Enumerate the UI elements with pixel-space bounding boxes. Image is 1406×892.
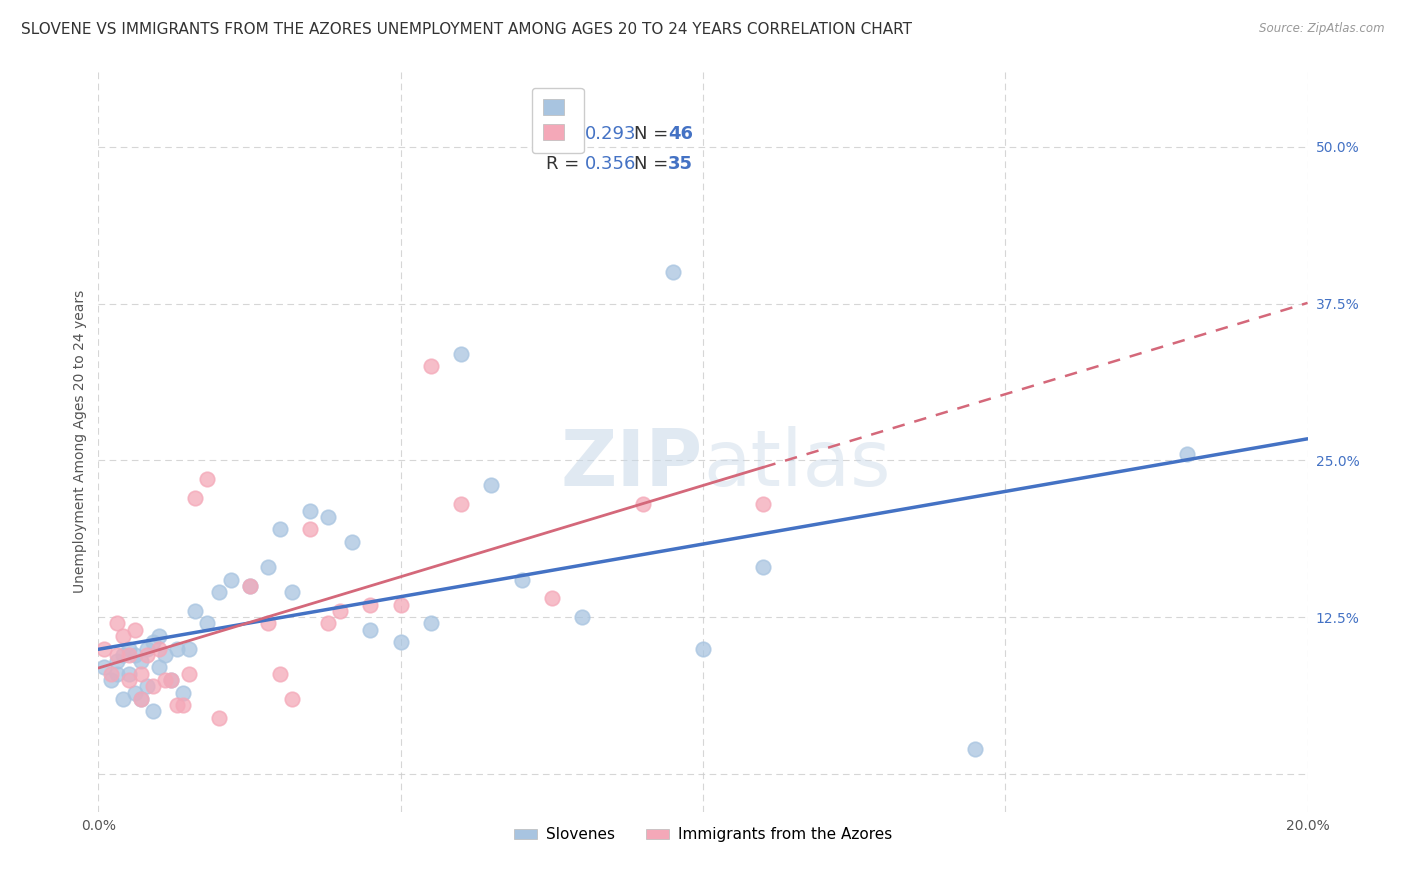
- Point: [111, 648, 134, 662]
- Text: 35: 35: [668, 155, 693, 173]
- Point: [281, 691, 304, 706]
- Point: [100, 666, 122, 681]
- Point: [142, 679, 165, 693]
- Point: [450, 497, 472, 511]
- Point: [129, 691, 152, 706]
- Point: [111, 629, 134, 643]
- Point: [239, 579, 262, 593]
- Point: [160, 673, 183, 687]
- Point: [256, 616, 278, 631]
- Point: [281, 585, 304, 599]
- Point: [135, 641, 157, 656]
- Point: [256, 560, 278, 574]
- Point: [100, 673, 122, 687]
- Point: [269, 522, 291, 536]
- Point: [118, 648, 141, 662]
- Point: [299, 503, 322, 517]
- Point: [221, 573, 243, 587]
- Point: [752, 560, 775, 574]
- Point: [329, 604, 352, 618]
- Text: N =: N =: [634, 125, 673, 144]
- Text: Source: ZipAtlas.com: Source: ZipAtlas.com: [1260, 22, 1385, 36]
- Point: [299, 522, 322, 536]
- Text: ZIP: ZIP: [561, 425, 703, 502]
- Point: [111, 691, 134, 706]
- Point: [179, 666, 201, 681]
- Point: [118, 641, 141, 656]
- Point: [360, 623, 382, 637]
- Point: [153, 648, 176, 662]
- Text: 0.356: 0.356: [585, 155, 636, 173]
- Point: [184, 604, 207, 618]
- Point: [420, 359, 443, 374]
- Point: [481, 478, 503, 492]
- Point: [752, 497, 775, 511]
- Point: [450, 347, 472, 361]
- Point: [135, 679, 157, 693]
- Point: [124, 648, 146, 662]
- Point: [965, 742, 987, 756]
- Point: [195, 616, 218, 631]
- Point: [172, 685, 194, 699]
- Point: [316, 509, 339, 524]
- Point: [389, 635, 412, 649]
- Point: [148, 660, 170, 674]
- Text: 46: 46: [668, 125, 693, 144]
- Text: R =: R =: [546, 155, 585, 173]
- Point: [105, 648, 128, 662]
- Point: [571, 610, 593, 624]
- Point: [148, 629, 170, 643]
- Point: [631, 497, 654, 511]
- Point: [316, 616, 339, 631]
- Point: [166, 641, 188, 656]
- Point: [148, 641, 170, 656]
- Point: [269, 666, 291, 681]
- Point: [118, 666, 141, 681]
- Point: [179, 641, 201, 656]
- Point: [124, 623, 146, 637]
- Text: N =: N =: [634, 155, 673, 173]
- Point: [1175, 447, 1198, 461]
- Point: [184, 491, 207, 505]
- Point: [239, 579, 262, 593]
- Point: [389, 598, 412, 612]
- Text: 0.293: 0.293: [585, 125, 636, 144]
- Legend: Slovenes, Immigrants from the Azores: Slovenes, Immigrants from the Azores: [508, 822, 898, 848]
- Point: [153, 673, 176, 687]
- Point: [160, 673, 183, 687]
- Point: [166, 698, 188, 712]
- Point: [195, 472, 218, 486]
- Point: [105, 616, 128, 631]
- Point: [135, 648, 157, 662]
- Point: [129, 654, 152, 668]
- Point: [118, 673, 141, 687]
- Y-axis label: Unemployment Among Ages 20 to 24 years: Unemployment Among Ages 20 to 24 years: [73, 290, 87, 593]
- Point: [510, 573, 533, 587]
- Point: [540, 591, 562, 606]
- Point: [105, 666, 128, 681]
- Text: SLOVENE VS IMMIGRANTS FROM THE AZORES UNEMPLOYMENT AMONG AGES 20 TO 24 YEARS COR: SLOVENE VS IMMIGRANTS FROM THE AZORES UN…: [21, 22, 912, 37]
- Point: [208, 585, 231, 599]
- Point: [142, 704, 165, 718]
- Point: [208, 710, 231, 724]
- Point: [360, 598, 382, 612]
- Point: [129, 666, 152, 681]
- Point: [142, 635, 165, 649]
- Point: [105, 654, 128, 668]
- Point: [124, 685, 146, 699]
- Point: [93, 641, 115, 656]
- Text: R =: R =: [546, 125, 585, 144]
- Point: [129, 691, 152, 706]
- Point: [692, 641, 714, 656]
- Text: atlas: atlas: [703, 425, 890, 502]
- Point: [420, 616, 443, 631]
- Point: [93, 660, 115, 674]
- Point: [661, 265, 683, 279]
- Point: [172, 698, 194, 712]
- Point: [342, 535, 364, 549]
